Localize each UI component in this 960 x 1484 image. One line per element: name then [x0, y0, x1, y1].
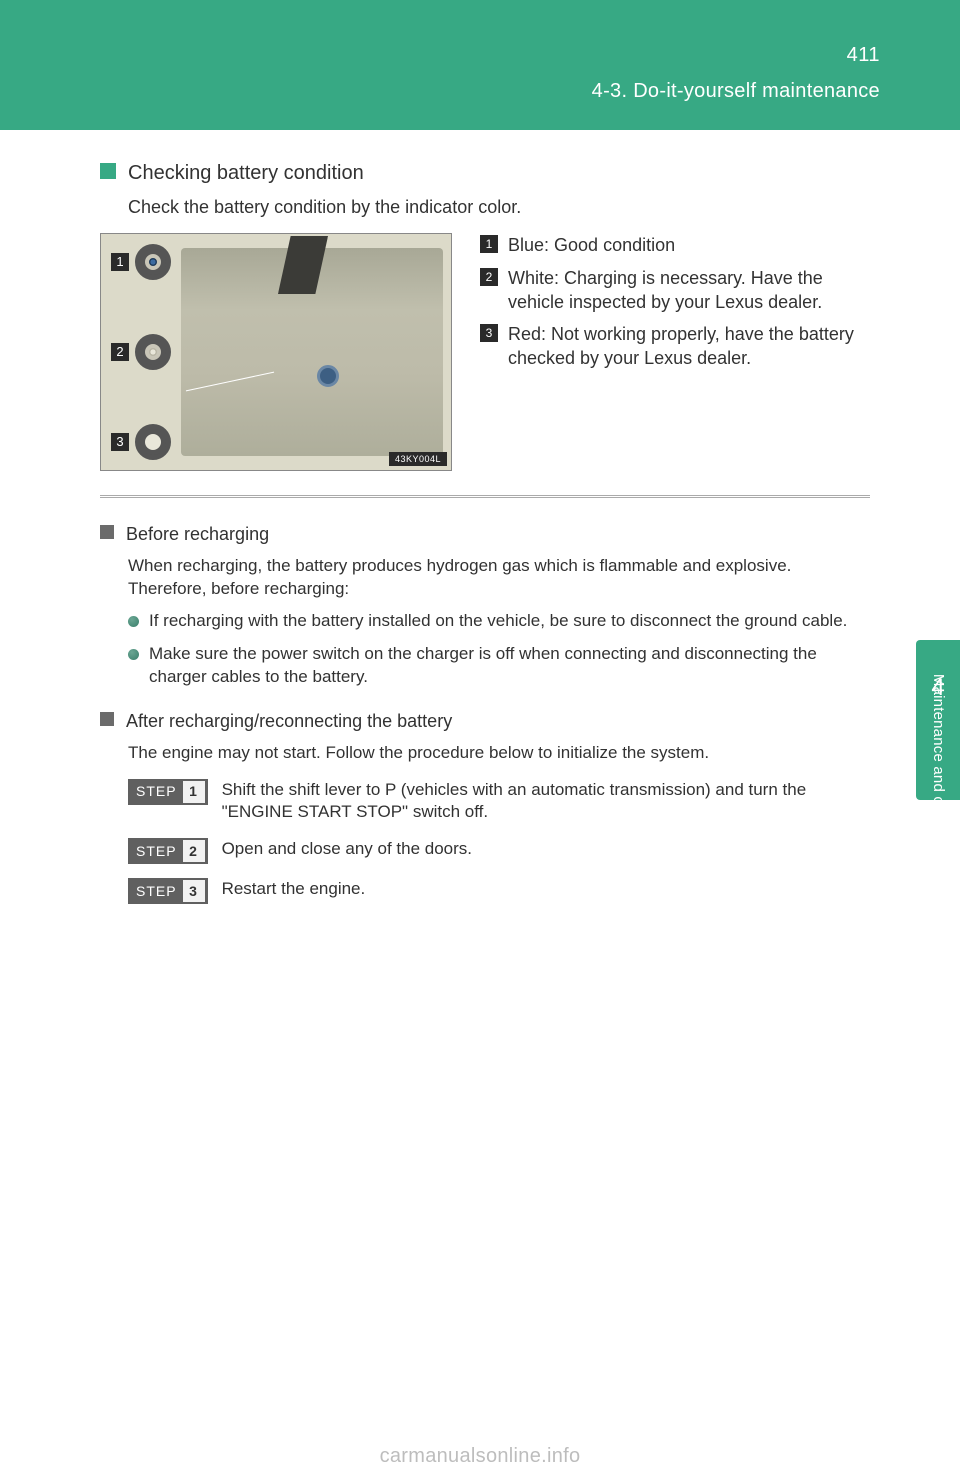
indicator-legend: 1 Blue: Good condition 2 White: Charging… — [480, 233, 870, 471]
figure-indicator-2: 2 — [111, 334, 171, 370]
subheading-after: After recharging/reconnecting the batter… — [126, 709, 452, 733]
page-number: 411 — [847, 42, 880, 69]
bullet-1: If recharging with the battery installed… — [128, 610, 870, 633]
main-heading: Checking battery condition — [128, 160, 364, 187]
legend-num-1: 1 — [480, 235, 498, 253]
legend-item-1: 1 Blue: Good condition — [480, 233, 870, 257]
page-content: Checking battery condition Check the bat… — [100, 160, 870, 924]
step-badge-3: STEP3 — [128, 878, 208, 904]
bullet-2-text: Make sure the power switch on the charge… — [149, 643, 870, 689]
figure-tag: 43KY004L — [389, 452, 447, 466]
accent-square-icon — [100, 163, 116, 179]
legend-text-1: Blue: Good condition — [508, 233, 675, 257]
chapter-tab: 4 Maintenance and care — [916, 640, 960, 800]
step-1: STEP1 Shift the shift lever to P (vehicl… — [128, 779, 870, 825]
after-body: The engine may not start. Follow the pro… — [128, 742, 870, 765]
step-badge-1: STEP1 — [128, 779, 208, 805]
bullet-dot-icon — [128, 616, 139, 627]
battery-figure: 1 2 3 43KY004L — [100, 233, 452, 471]
heading-row: Checking battery condition — [100, 160, 870, 187]
chapter-tab-label: Maintenance and care — [928, 674, 948, 826]
step-3-text: Restart the engine. — [222, 878, 870, 901]
grey-square-icon — [100, 525, 114, 539]
grey-square-icon — [100, 712, 114, 726]
before-recharge-block: When recharging, the battery produces hy… — [128, 555, 870, 690]
bullet-1-text: If recharging with the battery installed… — [149, 610, 870, 633]
step-1-text: Shift the shift lever to P (vehicles wit… — [222, 779, 870, 825]
after-recharge-block: The engine may not start. Follow the pro… — [128, 742, 870, 905]
intro-text: Check the battery condition by the indic… — [128, 195, 870, 219]
figure-indicator-3: 3 — [111, 424, 171, 460]
watermark: carmanualsonline.info — [0, 1443, 960, 1470]
figure-block: 1 2 3 43KY004L 1 Blue: Good condition 2 … — [100, 233, 870, 471]
subheading-before: Before recharging — [126, 522, 269, 546]
bullet-dot-icon — [128, 649, 139, 660]
page-header: 411 4-3. Do-it-yourself maintenance — [0, 0, 960, 130]
step-badge-2: STEP2 — [128, 838, 208, 864]
step-3: STEP3 Restart the engine. — [128, 878, 870, 904]
section-title: 4-3. Do-it-yourself maintenance — [592, 78, 880, 105]
before-body: When recharging, the battery produces hy… — [128, 555, 870, 601]
bullet-2: Make sure the power switch on the charge… — [128, 643, 870, 689]
subheading-after-row: After recharging/reconnecting the batter… — [100, 709, 870, 733]
legend-num-2: 2 — [480, 268, 498, 286]
step-2-text: Open and close any of the doors. — [222, 838, 870, 861]
legend-text-3: Red: Not working properly, have the batt… — [508, 322, 870, 371]
legend-text-2: White: Charging is necessary. Have the v… — [508, 266, 870, 315]
legend-item-3: 3 Red: Not working properly, have the ba… — [480, 322, 870, 371]
legend-item-2: 2 White: Charging is necessary. Have the… — [480, 266, 870, 315]
step-2: STEP2 Open and close any of the doors. — [128, 838, 870, 864]
figure-indicator-1: 1 — [111, 244, 171, 280]
legend-num-3: 3 — [480, 324, 498, 342]
separator — [100, 495, 870, 498]
subheading-before-row: Before recharging — [100, 522, 870, 546]
